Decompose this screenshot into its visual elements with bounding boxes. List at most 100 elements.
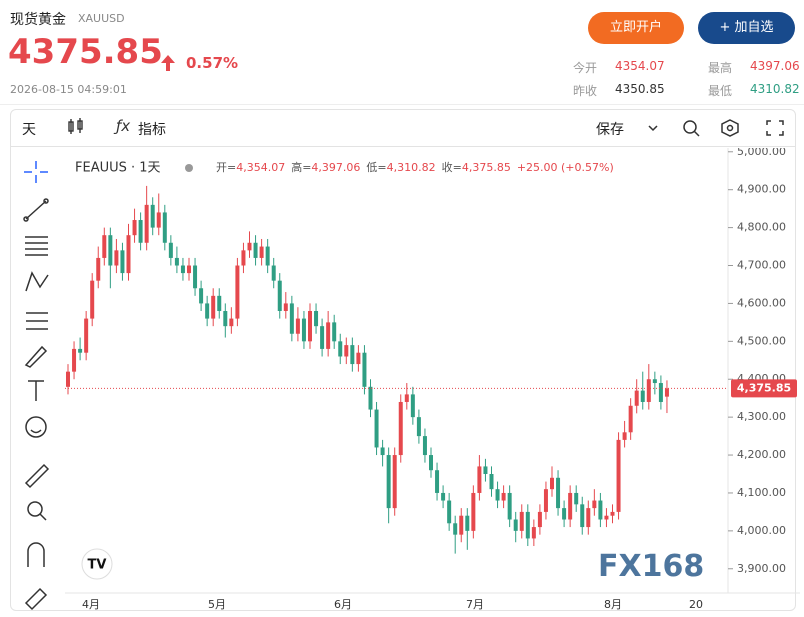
candle-body — [580, 504, 585, 528]
candle-body — [664, 388, 669, 397]
y-tick-label: 4,100.00 — [737, 486, 786, 499]
legend-value: 4,375.85 — [462, 161, 511, 174]
candle-body — [326, 322, 331, 349]
candle-body — [374, 409, 379, 448]
candle-body — [380, 447, 385, 456]
candle-body — [483, 466, 488, 475]
indicators-button[interactable]: 指标 — [138, 122, 166, 138]
candle-body — [168, 242, 173, 258]
legend-key: 低= — [366, 161, 386, 174]
stat-label: 最高 — [708, 61, 733, 75]
candle-body — [422, 436, 427, 456]
candle-body — [441, 492, 446, 501]
price: 4375.85 — [8, 32, 163, 72]
candle-body — [211, 295, 216, 319]
stat-value: 4350.85 — [615, 82, 665, 96]
candle-body — [519, 511, 524, 531]
y-tick-label: 4,800.00 — [737, 221, 786, 234]
candle-body — [562, 508, 567, 520]
candle-body — [404, 394, 409, 402]
chart-card — [10, 109, 796, 611]
stat-label: 最低 — [708, 84, 733, 98]
candle-body — [320, 326, 325, 349]
candle-body — [586, 508, 591, 528]
stat-value: 4310.82 — [750, 82, 800, 96]
status-dot — [185, 164, 193, 172]
stat-label: 今开 — [573, 61, 598, 75]
candle-body — [144, 204, 149, 243]
save-button[interactable]: 保存 — [596, 122, 624, 138]
candle-body — [465, 515, 470, 531]
timestamp: 2026-08-15 04:59:01 — [10, 83, 127, 96]
candle-body — [531, 527, 536, 539]
candle-body — [513, 519, 518, 531]
candle-body — [187, 265, 191, 274]
legend-value: 4,310.82 — [387, 161, 436, 174]
candle-body — [356, 352, 361, 365]
candle-body — [150, 204, 155, 228]
candle-body — [386, 455, 391, 509]
candle-body — [217, 295, 222, 312]
x-tick-label: 20 — [689, 598, 703, 611]
candle-body — [610, 511, 615, 516]
y-tick-label: 4,300.00 — [737, 410, 786, 423]
toolbar-icons — [648, 119, 784, 137]
y-tick-label: 4,200.00 — [737, 448, 786, 461]
candle-body — [66, 371, 70, 387]
candle-body — [205, 303, 210, 319]
instrument-code: XAUUSD — [78, 12, 125, 25]
candle-body — [471, 492, 476, 531]
stat-value: 4397.06 — [750, 59, 800, 73]
candle-body — [332, 322, 337, 342]
candle-body — [362, 352, 367, 387]
candle-body — [114, 250, 119, 266]
candle-body — [132, 220, 137, 236]
candle-body — [628, 405, 633, 433]
candle-body — [507, 492, 512, 520]
symbol-label: FEAUUS · 1天 — [75, 161, 161, 176]
candle-body — [180, 265, 185, 274]
instrument-name: 现货黄金 — [10, 12, 66, 28]
x-tick-label: 4月 — [82, 598, 100, 611]
candle-body — [598, 500, 603, 520]
interval-button[interactable]: 天 — [22, 122, 36, 138]
stat-value: 4354.07 — [615, 59, 665, 73]
candle-body — [96, 257, 101, 281]
open-account-button[interactable]: 立即开户 — [588, 12, 684, 44]
candle-body — [120, 250, 125, 274]
candle-body — [108, 235, 113, 266]
candle-body — [489, 474, 494, 490]
y-tick-label: 4,900.00 — [737, 183, 786, 196]
candle-body — [259, 246, 264, 258]
candle-body — [84, 318, 89, 353]
y-tick-label: 5,000.00 — [737, 148, 786, 158]
candle-body — [368, 386, 373, 410]
candle-body — [477, 466, 482, 493]
candle-body — [308, 311, 312, 342]
last-price-box — [731, 379, 797, 398]
x-tick-label: 5月 — [208, 598, 226, 611]
candle-body — [78, 348, 83, 353]
candle-body — [652, 379, 657, 384]
candle-body — [435, 470, 440, 493]
candle-body — [229, 318, 234, 327]
y-tick-label: 3,900.00 — [737, 562, 786, 575]
candle-body — [604, 515, 609, 520]
candle-body — [156, 212, 161, 228]
candle-body — [398, 401, 403, 456]
candle-body — [525, 511, 530, 539]
candle-body — [592, 500, 597, 509]
up-arrow — [161, 55, 175, 71]
watchlist-button[interactable]: + 加自选 — [698, 12, 795, 44]
candle-body — [102, 235, 107, 258]
chart-style-button[interactable] — [66, 117, 86, 137]
x-tick-label: 8月 — [604, 598, 622, 611]
drawing-tools — [23, 161, 50, 611]
candle-body — [253, 242, 258, 258]
candle-body — [72, 348, 77, 372]
candle-body — [301, 318, 306, 342]
fx-icon: ƒx — [116, 117, 131, 135]
candle-body — [459, 515, 464, 535]
candle-body — [223, 311, 228, 327]
